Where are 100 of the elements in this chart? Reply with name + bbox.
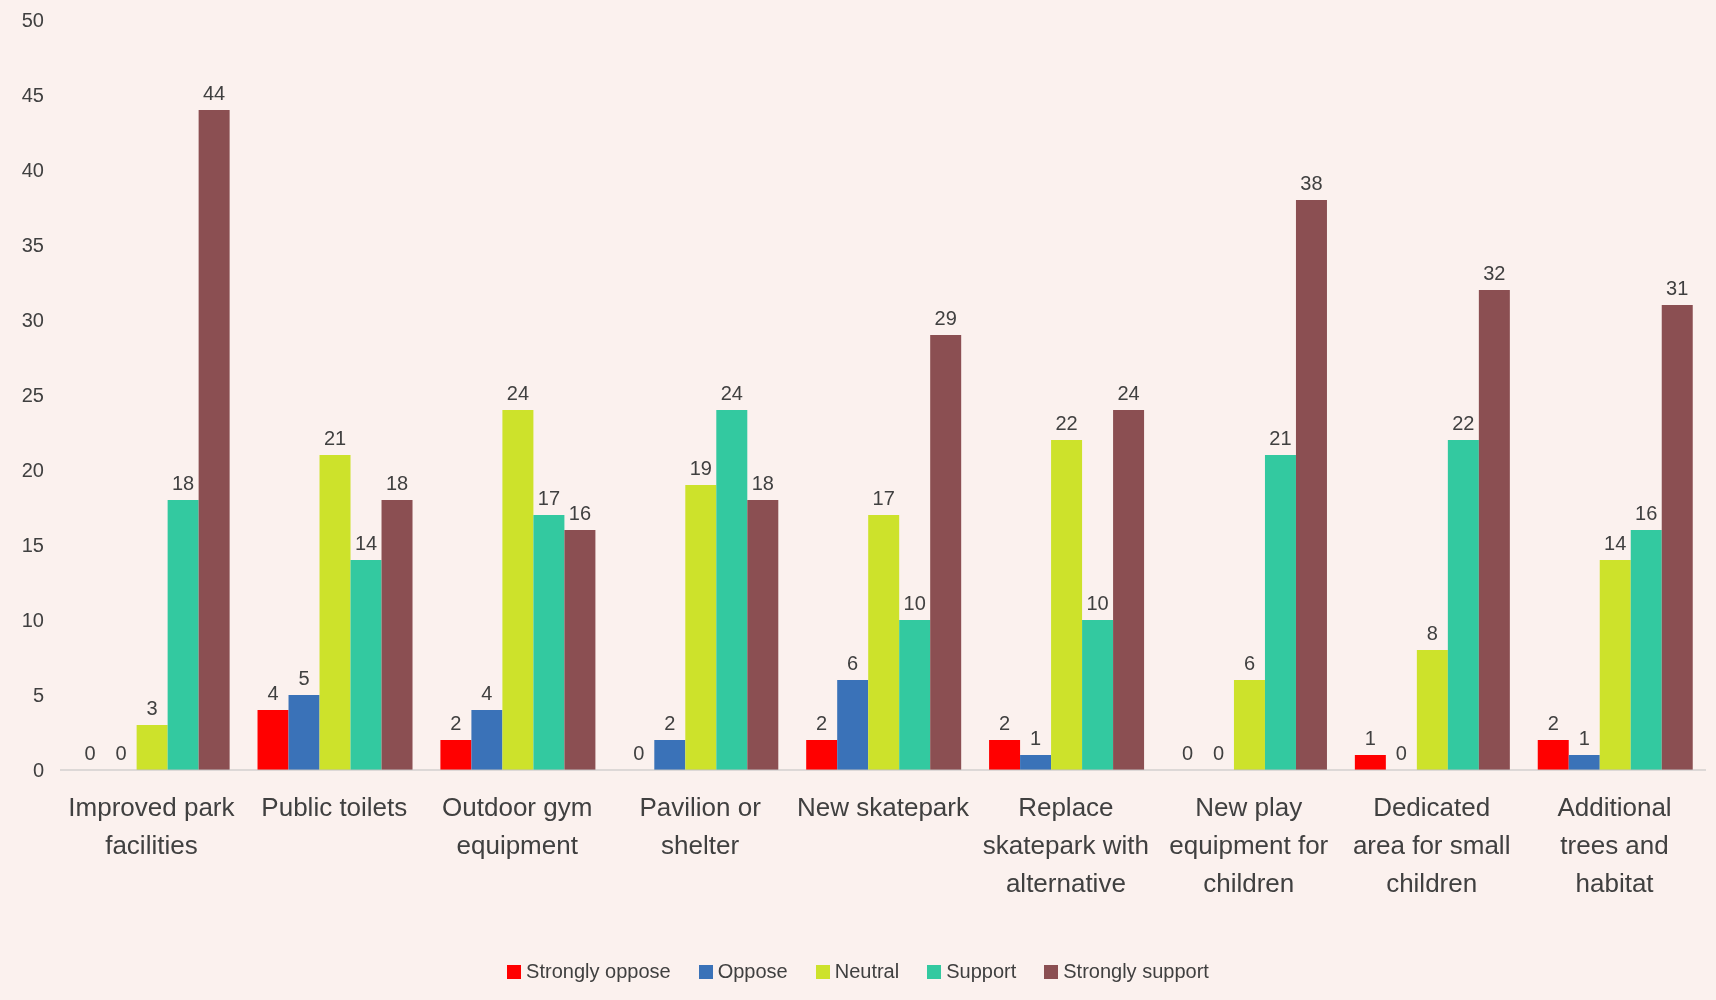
bar bbox=[716, 410, 748, 770]
bar bbox=[747, 500, 779, 770]
y-tick-label: 30 bbox=[21, 309, 44, 332]
data-label: 2 bbox=[450, 712, 462, 734]
bar bbox=[198, 110, 230, 770]
bar bbox=[685, 485, 717, 770]
y-tick-label: 0 bbox=[32, 759, 44, 782]
data-label: 18 bbox=[385, 472, 409, 494]
data-label: 3 bbox=[146, 697, 158, 719]
bar bbox=[989, 740, 1021, 770]
data-label: 38 bbox=[1300, 172, 1323, 194]
y-tick-label: 35 bbox=[21, 234, 44, 257]
x-tick-label: Improved park facilities bbox=[68, 792, 236, 860]
bar bbox=[471, 710, 503, 770]
bar bbox=[1233, 680, 1265, 770]
data-label: 16 bbox=[568, 502, 592, 524]
legend-label: Strongly support bbox=[1062, 960, 1209, 983]
bar bbox=[564, 530, 596, 770]
data-label: 2 bbox=[816, 712, 828, 734]
data-label: 17 bbox=[872, 487, 895, 509]
data-label: 2 bbox=[1547, 712, 1559, 734]
bar bbox=[806, 740, 838, 770]
data-label: 2 bbox=[664, 712, 676, 734]
data-label: 14 bbox=[1604, 532, 1627, 554]
data-label: 10 bbox=[1086, 592, 1109, 614]
data-label: 0 bbox=[1212, 741, 1225, 764]
bar bbox=[381, 500, 413, 770]
bar bbox=[1020, 755, 1052, 770]
x-tick-label: Replace skatepark with alternative bbox=[982, 792, 1149, 898]
data-label: 19 bbox=[689, 457, 712, 479]
y-tick-label: 15 bbox=[21, 534, 44, 557]
data-label: 0 bbox=[633, 741, 645, 764]
bar bbox=[350, 560, 382, 770]
data-label: 21 bbox=[323, 427, 347, 449]
y-tick-label: 40 bbox=[21, 159, 44, 182]
data-label: 44 bbox=[203, 82, 226, 104]
data-label: 0 bbox=[115, 741, 127, 764]
data-label: 14 bbox=[354, 532, 378, 554]
data-label: 1 bbox=[1030, 727, 1042, 749]
bar bbox=[930, 335, 962, 770]
bar bbox=[1447, 440, 1479, 770]
data-label: 24 bbox=[720, 382, 743, 404]
bar bbox=[1537, 740, 1569, 770]
x-tick-label: Additional trees and habitat bbox=[1557, 792, 1672, 898]
legend-label: Support bbox=[945, 960, 1017, 983]
data-label: 16 bbox=[1635, 502, 1658, 524]
data-label: 31 bbox=[1666, 277, 1689, 299]
data-label: 10 bbox=[903, 592, 926, 614]
data-label: 24 bbox=[506, 382, 530, 404]
data-label: 18 bbox=[172, 472, 195, 494]
data-label: 4 bbox=[481, 682, 493, 704]
y-tick-label: 20 bbox=[21, 459, 44, 482]
data-label: 1 bbox=[1364, 727, 1376, 749]
x-tick-label: Public toilets bbox=[261, 792, 408, 822]
bar bbox=[319, 455, 351, 770]
data-label: 22 bbox=[1452, 412, 1475, 434]
bar bbox=[1354, 755, 1386, 770]
data-label: 32 bbox=[1483, 262, 1506, 284]
data-label: 1 bbox=[1578, 727, 1590, 749]
bar bbox=[257, 710, 289, 770]
bar bbox=[868, 515, 900, 770]
data-label: 0 bbox=[1395, 741, 1407, 764]
data-label: 4 bbox=[267, 682, 279, 704]
data-label: 24 bbox=[1117, 382, 1140, 404]
bar bbox=[440, 740, 472, 770]
bar bbox=[533, 515, 565, 770]
y-tick-label: 50 bbox=[21, 9, 44, 32]
bar bbox=[837, 680, 869, 770]
bar bbox=[899, 620, 931, 770]
data-label: 5 bbox=[298, 667, 310, 689]
bar bbox=[167, 500, 199, 770]
x-tick-label: Dedicated area for small children bbox=[1352, 792, 1511, 898]
data-label: 6 bbox=[1243, 652, 1256, 674]
x-tick-label: Outdoor gym equipment bbox=[442, 792, 593, 860]
data-label: 22 bbox=[1055, 412, 1078, 434]
data-label: 18 bbox=[751, 472, 774, 494]
y-tick-label: 45 bbox=[21, 84, 44, 107]
data-label: 8 bbox=[1426, 622, 1438, 644]
legend-label: Strongly oppose bbox=[525, 960, 671, 983]
bar bbox=[654, 740, 686, 770]
bar bbox=[1113, 410, 1145, 770]
data-label: 29 bbox=[934, 307, 957, 329]
data-label: 21 bbox=[1269, 427, 1292, 449]
bar bbox=[1568, 755, 1600, 770]
x-tick-label: New play equipment for children bbox=[1169, 792, 1329, 898]
bar bbox=[288, 695, 320, 770]
data-label: 0 bbox=[1181, 741, 1194, 764]
bar bbox=[136, 725, 168, 770]
bar bbox=[1264, 455, 1296, 770]
y-tick-label: 25 bbox=[21, 384, 44, 407]
x-tick-label: Pavilion or shelter bbox=[639, 792, 762, 860]
bar bbox=[1478, 290, 1510, 770]
y-tick-label: 10 bbox=[21, 609, 44, 632]
bar bbox=[1599, 560, 1631, 770]
bar bbox=[1416, 650, 1448, 770]
data-label: 2 bbox=[999, 712, 1011, 734]
bar bbox=[1295, 200, 1327, 770]
legend-label: Neutral bbox=[833, 960, 900, 983]
bar bbox=[1051, 440, 1083, 770]
data-label: 6 bbox=[847, 652, 859, 674]
